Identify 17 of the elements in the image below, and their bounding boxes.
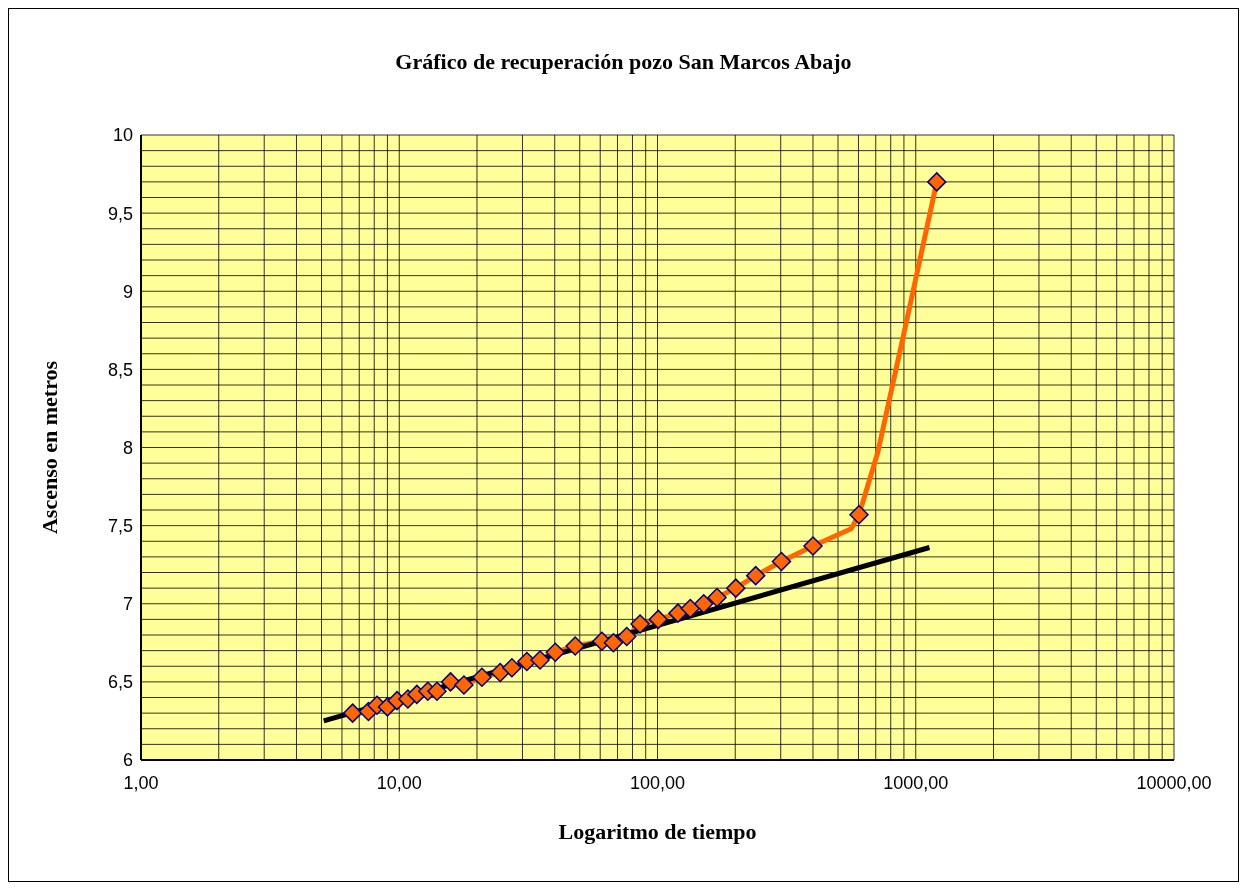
y-tick-label: 7,5 xyxy=(107,516,133,537)
y-axis-title: Ascenso en metros xyxy=(36,360,62,535)
chart-title: Gráfico de recuperación pozo San Marcos Abajo xyxy=(394,49,853,75)
x-tick-label: 100,00 xyxy=(629,772,686,793)
x-tick-label: 1000,00 xyxy=(883,772,949,793)
x-tick-label: 10,00 xyxy=(376,772,422,793)
y-tick-label: 6,5 xyxy=(107,672,133,693)
y-tick-label: 9 xyxy=(122,281,133,302)
x-tick-label: 1,00 xyxy=(123,772,159,793)
y-tick-label: 8 xyxy=(122,437,133,458)
y-tick-label: 8,5 xyxy=(107,359,133,380)
y-tick-label: 7 xyxy=(122,594,133,615)
y-tick-label: 6 xyxy=(122,750,133,771)
y-tick-label: 10 xyxy=(112,125,133,146)
y-tick-label: 9,5 xyxy=(107,203,133,224)
x-axis-title: Logaritmo de tiempo xyxy=(558,819,757,844)
x-tick-label: 10000,00 xyxy=(1136,772,1212,793)
